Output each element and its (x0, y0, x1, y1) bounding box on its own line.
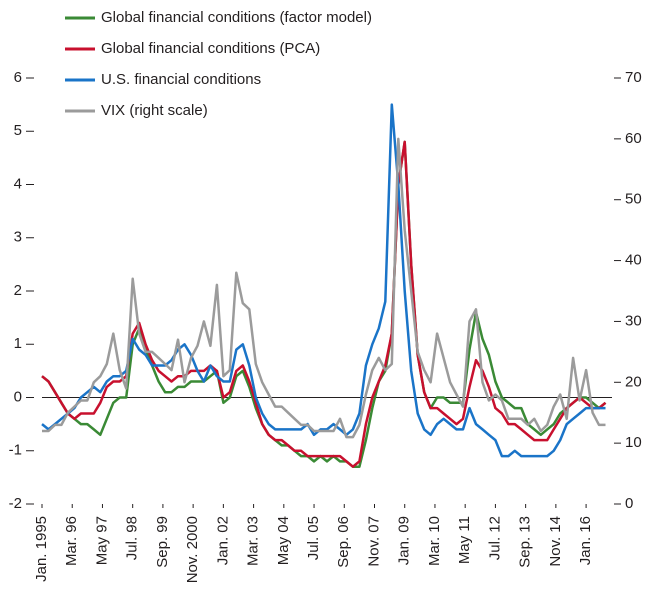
x-tick-label: Jan. 1995 (33, 516, 50, 582)
y-tick-label: 4 (14, 175, 22, 192)
series-line (42, 137, 606, 439)
y-tick-label: 5 (14, 122, 22, 139)
y-tick-label: 2 (14, 282, 22, 299)
y2-tick-label: 40 (625, 252, 642, 269)
y-tick-label: -1 (9, 442, 22, 459)
y-tick-label: 1 (14, 335, 22, 352)
y-tick-label: 0 (14, 388, 22, 405)
x-tick-label: Nov. 07 (365, 516, 382, 567)
y2-tick-label: 60 (625, 130, 642, 147)
y2-tick-label: 50 (625, 191, 642, 208)
series-line (41, 103, 606, 458)
legend-label: VIX (right scale) (101, 102, 208, 119)
legend-label: U.S. financial conditions (101, 71, 261, 88)
y2-tick-label: 0 (625, 495, 633, 512)
x-tick-label: Jan. 09 (396, 516, 413, 565)
series-line (41, 140, 607, 468)
x-tick-label: Sep. 06 (335, 516, 352, 568)
x-tick-label: Jul. 12 (486, 516, 503, 560)
x-tick-label: Jan. 16 (577, 516, 594, 565)
x-tick-label: Jul. 05 (305, 516, 322, 560)
y2-tick-label: 70 (625, 69, 642, 86)
x-tick-label: Jul. 98 (124, 516, 141, 560)
y-tick-label: 3 (14, 229, 22, 246)
legend-label: Global financial conditions (PCA) (101, 40, 320, 57)
x-tick-label: May 11 (456, 516, 473, 564)
y2-tick-label: 20 (625, 373, 642, 390)
x-tick-label: May 97 (93, 516, 110, 565)
y-tick-label: -2 (9, 495, 22, 512)
y2-tick-label: 10 (625, 434, 642, 451)
x-tick-label: Mar. 03 (245, 516, 262, 566)
y2-tick-label: 30 (625, 312, 642, 329)
x-tick-label: May 04 (275, 516, 292, 565)
x-tick-label: Nov. 14 (547, 516, 564, 567)
x-tick-label: Sep. 13 (517, 516, 534, 568)
y-tick-label: 6 (14, 69, 22, 86)
legend-label: Global financial conditions (factor mode… (101, 9, 372, 26)
x-tick-label: Nov. 2000 (184, 516, 201, 583)
x-tick-label: Sep. 99 (154, 516, 171, 568)
series-line (41, 140, 607, 468)
x-tick-label: Mar. 10 (426, 516, 443, 566)
x-tick-label: Jan. 02 (214, 516, 231, 565)
x-tick-label: Mar. 96 (63, 516, 80, 566)
